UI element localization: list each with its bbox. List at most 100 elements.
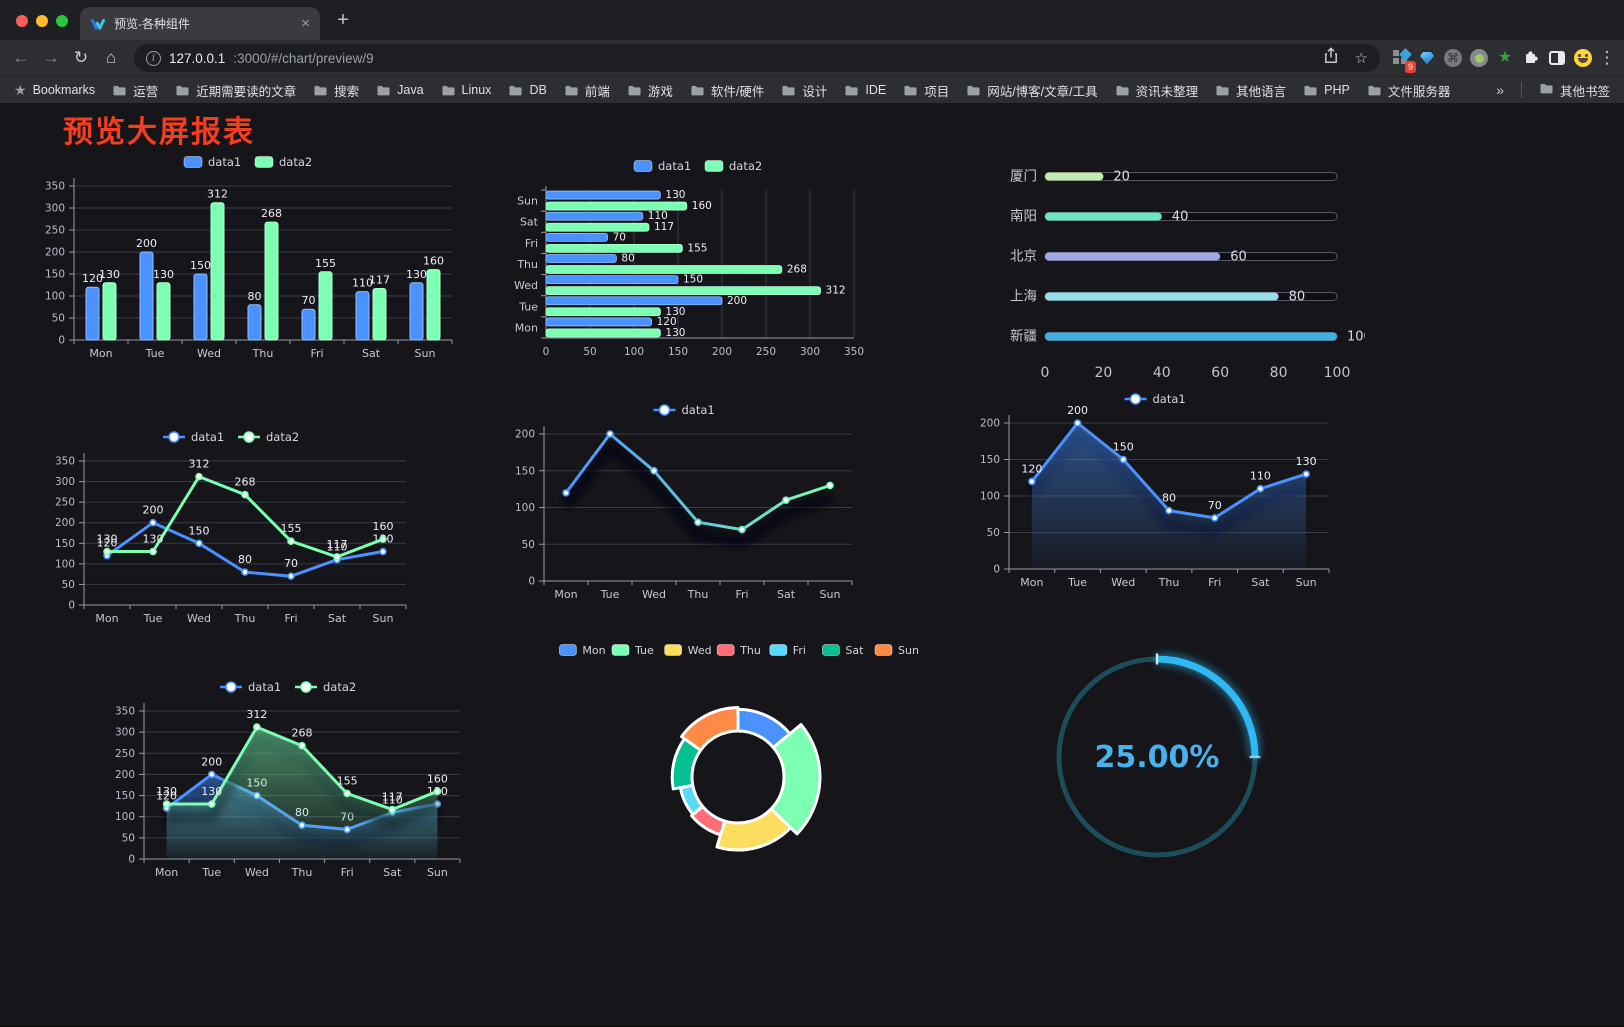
svg-text:268: 268 (235, 476, 256, 489)
svg-text:50: 50 (62, 579, 75, 591)
forward-icon[interactable]: → (42, 48, 60, 67)
svg-text:上海: 上海 (1010, 289, 1037, 305)
svg-text:150: 150 (980, 454, 1000, 466)
svg-text:Sun: Sun (898, 644, 919, 657)
close-window-button[interactable] (16, 15, 28, 27)
svg-text:data1: data1 (682, 403, 715, 417)
svg-text:Tue: Tue (145, 347, 165, 360)
svg-text:250: 250 (115, 748, 135, 760)
bookmarks-bar: ★ Bookmarks 运营 近期需要读的文章 搜索 Java Linux DB 前端 游戏软… (0, 76, 1624, 103)
side-panel-icon[interactable] (1544, 45, 1570, 71)
svg-text:Fri: Fri (310, 347, 323, 360)
svg-text:150: 150 (45, 269, 65, 281)
bookmark-folder[interactable]: 其他语言 (1215, 81, 1286, 100)
tab-title: 预览-各种组件 (114, 17, 190, 31)
svg-text:117: 117 (369, 274, 390, 287)
bookmark-folder[interactable]: Linux (441, 81, 491, 100)
gem-extension-icon[interactable] (1414, 45, 1440, 71)
svg-text:0: 0 (128, 854, 135, 866)
svg-text:120: 120 (1021, 462, 1042, 475)
svg-text:Mon: Mon (155, 866, 178, 879)
bookmark-folder[interactable]: Java (376, 81, 424, 100)
ring-progress-chart[interactable]: 25.00% (1033, 637, 1281, 877)
bookmark-folder[interactable]: 项目 (903, 81, 949, 100)
bookmark-folder[interactable]: 近期需要读的文章 (175, 81, 296, 100)
bookmarks-label: Bookmarks (32, 83, 96, 97)
bookmark-folder[interactable]: 网站/博客/文章/工具 (966, 81, 1098, 100)
bookmark-folder[interactable]: 游戏 (627, 81, 673, 100)
browser-tab[interactable]: 预览-各种组件 × (80, 7, 320, 40)
svg-text:150: 150 (55, 538, 75, 550)
svg-text:Thu: Thu (234, 612, 256, 625)
rose-pie-chart[interactable]: Mon Tue Wed Thu Fri Sat Sun (543, 633, 933, 901)
svg-text:150: 150 (190, 259, 211, 272)
svg-text:200: 200 (45, 247, 65, 259)
svg-text:Tue: Tue (634, 644, 654, 657)
svg-text:130: 130 (665, 189, 685, 201)
site-info-icon[interactable]: i (146, 50, 161, 66)
emoji-extension-icon[interactable] (1570, 45, 1596, 71)
horizontal-bar-chart[interactable]: data1 data2 0 50 100 150 200 250 300 350 Sun 130 160… (500, 152, 896, 368)
svg-text:350: 350 (844, 346, 864, 358)
bookmark-folder[interactable]: DB (508, 81, 547, 100)
bookmark-folder[interactable]: 搜索 (313, 81, 359, 100)
window-controls[interactable] (16, 15, 68, 27)
other-bookmarks[interactable]: 其他书签 (1539, 81, 1610, 100)
svg-text:130: 130 (201, 785, 222, 798)
minimize-window-button[interactable] (36, 15, 48, 27)
extension-grid-icon[interactable]: 9 (1388, 45, 1416, 73)
svg-text:北京: 北京 (1010, 249, 1037, 265)
bookmarks-manager[interactable]: ★ Bookmarks (14, 82, 95, 99)
svg-text:100: 100 (115, 811, 135, 823)
extensions-puzzle-icon[interactable] (1518, 45, 1544, 71)
bookmark-star-icon[interactable]: ☆ (1354, 50, 1368, 67)
svg-text:160: 160 (423, 255, 444, 268)
bookmark-folder[interactable]: IDE (844, 81, 886, 100)
svg-text:130: 130 (1296, 455, 1317, 468)
svg-text:200: 200 (712, 346, 732, 358)
svg-text:0: 0 (58, 335, 65, 347)
bookmarks-overflow-chevron[interactable]: » (1496, 82, 1504, 98)
new-tab-button[interactable]: + (337, 9, 349, 31)
svg-text:Sat: Sat (777, 588, 796, 601)
bookmark-folder[interactable]: 文件服务器 (1367, 81, 1450, 100)
reload-icon[interactable]: ↻ (73, 48, 89, 67)
bookmark-folder[interactable]: 前端 (564, 81, 610, 100)
svg-text:50: 50 (522, 539, 535, 551)
bookmark-folder[interactable]: 运营 (112, 81, 158, 100)
star-extension-icon[interactable]: ★ (1497, 49, 1513, 66)
svg-text:0: 0 (1041, 365, 1050, 381)
svg-text:200: 200 (115, 769, 135, 781)
home-icon[interactable]: ⌂ (105, 48, 117, 67)
area-line-chart[interactable]: data1 0 50 100 150 200 Mon Tue Wed Thu Fri Sat Sun 12… (963, 385, 1347, 599)
svg-text:100: 100 (55, 558, 75, 570)
multi-line-chart[interactable]: data1 data2 0 50 100 150 200 250 300 350 Mon Tue Wed… (38, 423, 424, 635)
share-icon[interactable] (1323, 47, 1339, 69)
grouped-bar-chart[interactable]: data1 data2 0 50 100 150 200 250 300 350 Mon Tue Wed… (28, 148, 468, 370)
svg-text:200: 200 (1067, 404, 1088, 417)
svg-text:data2: data2 (323, 680, 356, 694)
city-progress-chart[interactable]: 厦门 20 南阳 40 北京 60 上海 80 新疆 100 0 20 40 60 80 100 (985, 152, 1372, 387)
svg-text:Thu: Thu (739, 644, 761, 657)
command-extension-icon[interactable]: ⌘ (1440, 45, 1466, 71)
gradient-line-chart[interactable]: data1 0 50 100 150 200 Mon Tue Wed Thu Fri Sat Sun (498, 396, 870, 611)
svg-text:Mon: Mon (582, 644, 605, 657)
bookmark-folder[interactable]: PHP (1303, 81, 1350, 100)
browser-menu-icon[interactable]: ⋮ (1598, 48, 1616, 67)
bookmark-folder[interactable]: 软件/硬件 (690, 81, 764, 100)
zoom-window-button[interactable] (56, 15, 68, 27)
bookmark-folder[interactable]: 资讯未整理 (1115, 81, 1198, 100)
back-icon[interactable]: ← (12, 48, 30, 67)
tab-close-icon[interactable]: × (301, 15, 310, 32)
svg-text:0: 0 (68, 600, 75, 612)
record-extension-icon[interactable] (1466, 45, 1492, 71)
svg-text:Tue: Tue (518, 300, 538, 313)
bookmark-folder[interactable]: 设计 (781, 81, 827, 100)
multi-area-chart[interactable]: data1 data2 0 50 100 150 200 250 300 350 Mon Tue Wed… (98, 673, 478, 889)
svg-text:Thu: Thu (516, 258, 538, 271)
svg-text:Wed: Wed (245, 866, 269, 879)
svg-text:312: 312 (207, 188, 228, 201)
svg-text:Wed: Wed (642, 588, 666, 601)
svg-text:100: 100 (45, 291, 65, 303)
address-bar[interactable]: i 127.0.0.1 :3000/#/chart/preview/9 ☆ (134, 44, 1380, 72)
